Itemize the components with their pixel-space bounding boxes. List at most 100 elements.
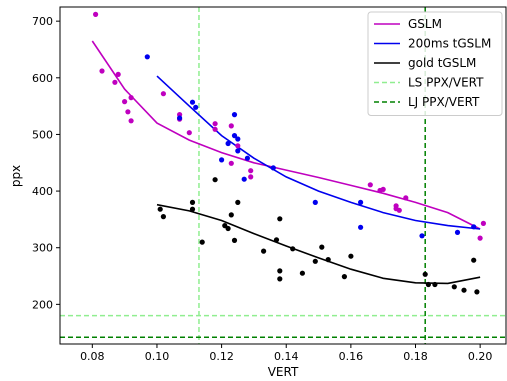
y-axis-ticks: 200 300 400 500 600 700 bbox=[32, 15, 60, 311]
data-point bbox=[277, 216, 283, 222]
data-point bbox=[422, 271, 428, 277]
data-point bbox=[480, 220, 486, 226]
data-point bbox=[160, 214, 166, 220]
data-point bbox=[461, 287, 467, 293]
data-point bbox=[212, 126, 218, 132]
data-point bbox=[128, 95, 134, 101]
data-points bbox=[93, 11, 486, 295]
plot-frame bbox=[59, 6, 507, 345]
data-point bbox=[212, 177, 218, 183]
fit-curve bbox=[91, 40, 481, 230]
data-point bbox=[228, 212, 234, 218]
data-point bbox=[235, 136, 241, 142]
data-point bbox=[341, 274, 347, 280]
data-point bbox=[235, 148, 241, 154]
data-point bbox=[312, 258, 318, 264]
x-tick-label: 0.16 bbox=[339, 350, 364, 363]
data-point bbox=[186, 130, 192, 136]
y-tick-label: 500 bbox=[32, 128, 53, 141]
data-point bbox=[454, 229, 461, 235]
data-point bbox=[358, 224, 364, 230]
data-point bbox=[290, 246, 296, 252]
data-point bbox=[199, 239, 205, 245]
data-point bbox=[157, 206, 163, 212]
data-point bbox=[432, 281, 438, 288]
data-point bbox=[189, 199, 196, 205]
data-point bbox=[277, 268, 283, 274]
data-point bbox=[125, 109, 131, 115]
data-point bbox=[319, 244, 325, 250]
data-point bbox=[403, 195, 409, 201]
y-tick-label: 600 bbox=[32, 72, 53, 85]
data-point bbox=[235, 199, 241, 205]
data-point bbox=[219, 157, 225, 163]
fit-curve bbox=[156, 75, 481, 230]
data-point bbox=[228, 123, 234, 129]
data-point bbox=[273, 237, 280, 243]
data-point bbox=[231, 133, 238, 139]
data-point bbox=[261, 248, 267, 254]
data-point bbox=[477, 235, 483, 241]
data-point bbox=[115, 71, 121, 77]
data-point bbox=[248, 174, 254, 180]
data-point bbox=[299, 270, 305, 276]
x-tick-label: 0.10 bbox=[145, 350, 170, 363]
data-point bbox=[235, 143, 241, 149]
legend-label: LS PPX/VERT bbox=[408, 76, 484, 90]
data-point bbox=[277, 276, 283, 282]
data-point bbox=[419, 233, 425, 239]
data-point bbox=[451, 284, 457, 290]
data-point bbox=[471, 257, 477, 263]
x-tick-label: 0.20 bbox=[468, 350, 493, 363]
legend: GSLM 200ms tGSLM gold tGSLM LS PPX/VERT LJ P… bbox=[367, 11, 503, 116]
data-point bbox=[193, 104, 199, 110]
data-point bbox=[128, 118, 134, 124]
y-tick-label: 300 bbox=[32, 242, 53, 255]
data-point bbox=[225, 225, 231, 232]
data-point bbox=[241, 176, 247, 182]
y-tick-label: 700 bbox=[32, 15, 53, 28]
legend-label: LJ PPX/VERT bbox=[408, 95, 480, 109]
data-point bbox=[112, 79, 118, 85]
y-tick-label: 200 bbox=[32, 298, 53, 311]
data-point bbox=[325, 257, 331, 263]
y-tick-label: 400 bbox=[32, 185, 53, 198]
data-point bbox=[99, 68, 105, 74]
fit-curve bbox=[156, 203, 481, 285]
data-point bbox=[189, 206, 196, 212]
data-point bbox=[248, 168, 254, 174]
data-point bbox=[270, 165, 276, 171]
data-point bbox=[425, 281, 431, 288]
data-point bbox=[225, 140, 231, 147]
legend-box bbox=[367, 11, 503, 116]
legend-label: GSLM bbox=[408, 17, 442, 31]
data-point bbox=[144, 54, 150, 60]
y-axis-label: ppx bbox=[9, 165, 23, 187]
data-point bbox=[358, 199, 364, 205]
data-point bbox=[380, 186, 386, 192]
legend-label: 200ms tGSLM bbox=[408, 37, 491, 51]
data-point bbox=[244, 155, 250, 161]
data-point bbox=[228, 160, 234, 166]
x-tick-label: 0.08 bbox=[80, 350, 105, 363]
x-axis-ticks: 0.08 0.10 0.12 0.14 0.16 0.18 0.20 bbox=[80, 344, 492, 363]
data-point bbox=[212, 121, 218, 127]
data-point bbox=[393, 203, 399, 209]
data-point bbox=[231, 237, 238, 243]
data-point bbox=[122, 99, 128, 105]
data-point bbox=[474, 289, 480, 295]
x-tick-label: 0.12 bbox=[209, 350, 234, 363]
data-point bbox=[348, 253, 354, 259]
x-tick-label: 0.14 bbox=[274, 350, 299, 363]
fit-curves bbox=[91, 40, 481, 285]
data-point bbox=[471, 224, 477, 230]
data-point bbox=[177, 115, 183, 121]
data-point bbox=[396, 207, 402, 213]
data-point bbox=[160, 91, 166, 97]
data-point bbox=[231, 112, 238, 118]
data-point bbox=[93, 11, 99, 17]
plot-area bbox=[60, 7, 506, 344]
legend-label: gold tGSLM bbox=[408, 56, 476, 70]
data-point bbox=[367, 182, 373, 188]
